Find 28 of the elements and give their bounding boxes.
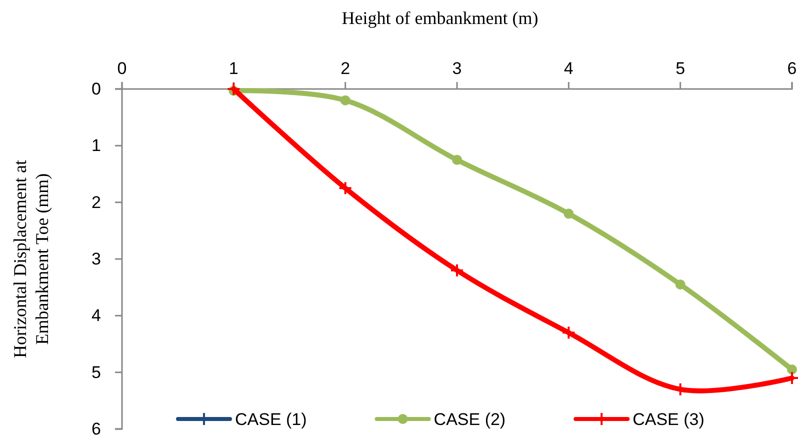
x-tick-label: 3 xyxy=(452,59,462,78)
legend-label: CASE (1) xyxy=(235,410,307,429)
y-tick-label: 0 xyxy=(92,79,101,98)
point xyxy=(564,208,574,219)
y-tick-label: 3 xyxy=(92,249,101,268)
y-tick-label: 1 xyxy=(92,136,101,156)
point xyxy=(226,82,241,96)
x-tick-label: 2 xyxy=(340,59,350,78)
legend-label: CASE (3) xyxy=(632,410,704,429)
y-tick-label: 4 xyxy=(92,306,101,326)
x-axis-title: Height of embankment (m) xyxy=(342,8,538,28)
x-tick-label: 0 xyxy=(117,59,127,78)
point xyxy=(562,326,576,340)
y-tick-label: 6 xyxy=(92,419,101,438)
x-tick-label: 6 xyxy=(787,59,797,78)
x-tick-label: 4 xyxy=(564,59,574,78)
x-tick-label: 5 xyxy=(676,59,686,78)
point xyxy=(787,364,797,374)
y-tick-label: 2 xyxy=(92,192,101,212)
y-axis-title: Horizontal Displacement at Embankment Toe (mm) xyxy=(10,160,52,358)
point xyxy=(675,280,686,290)
legend-label: CASE (2) xyxy=(434,410,506,429)
point xyxy=(338,181,352,196)
point xyxy=(340,95,350,106)
x-tick-label: 1 xyxy=(228,59,238,78)
point xyxy=(450,263,464,278)
y-tick-label: 5 xyxy=(92,362,101,382)
point xyxy=(452,154,462,165)
